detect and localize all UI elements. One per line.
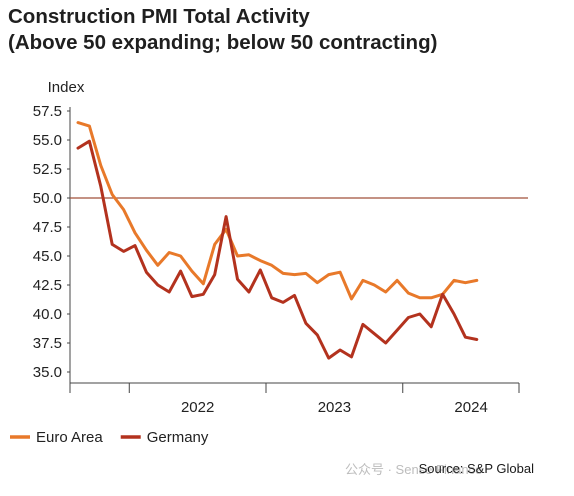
- y-tick-label: 50.0: [33, 190, 62, 207]
- chart-title-line2: (Above 50 expanding; below 50 contractin…: [8, 31, 438, 54]
- y-tick-label: 47.5: [33, 219, 62, 236]
- x-tick-label: 2022: [181, 399, 214, 416]
- y-axis-label: Index: [48, 79, 85, 96]
- legend-label: Germany: [147, 429, 209, 446]
- source-note: Source: S&P Global: [418, 461, 534, 476]
- y-tick-label: 37.5: [33, 335, 62, 352]
- series-line-germany: [76, 139, 479, 360]
- chart-title: Construction PMI Total Activity (Above 5…: [8, 4, 437, 56]
- y-tick-label: 52.5: [33, 161, 62, 178]
- chart-title-line1: Construction PMI Total Activity: [8, 5, 310, 28]
- y-tick-label: 57.5: [33, 103, 62, 120]
- series-line-euro-area: [76, 121, 479, 301]
- y-tick-label: 42.5: [33, 277, 62, 294]
- legend-label: Euro Area: [36, 429, 103, 446]
- x-tick-label: 2023: [318, 399, 351, 416]
- y-tick-label: 40.0: [33, 306, 62, 323]
- x-tick-label: 2024: [454, 399, 487, 416]
- watermark-text: 公众号 · Sense Finance: [345, 462, 483, 477]
- y-tick-label: 55.0: [33, 132, 62, 149]
- y-tick-label: 35.0: [33, 364, 62, 381]
- y-tick-label: 45.0: [33, 248, 62, 265]
